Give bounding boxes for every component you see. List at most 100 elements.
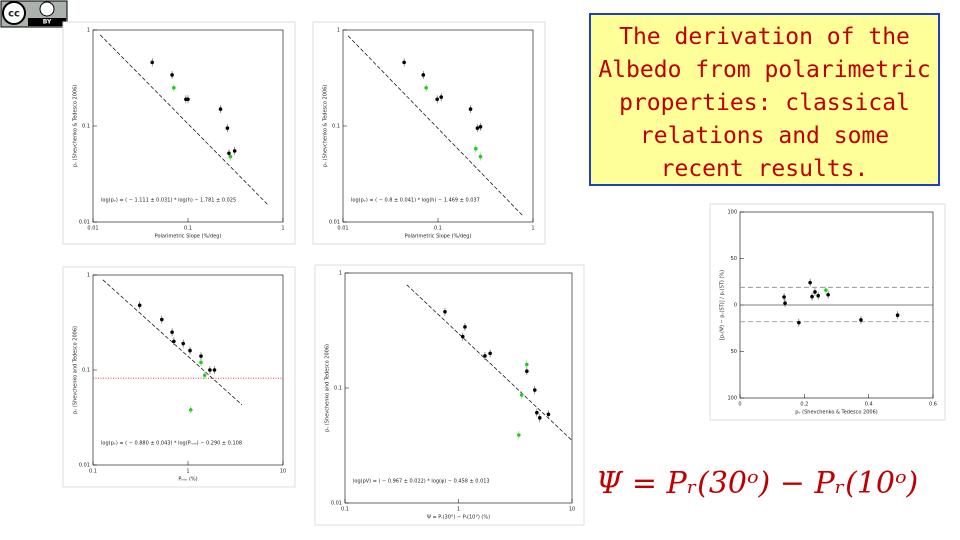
plot: 0.01 0.1 1 0.01 0.1 1 Polarimetric Slope (%/de…	[312, 21, 546, 245]
data-point	[199, 354, 203, 358]
y-tick-label: 1	[87, 273, 90, 279]
x-tick-label: 10	[280, 469, 286, 475]
formula: Ψ = Pᵣ(30ᵒ) − Pᵣ(10ᵒ)	[596, 466, 919, 501]
data-point	[532, 388, 537, 392]
x-axis-label: Ψ = Pᵣ(30°) − Pᵣ(10°) (%)	[427, 515, 490, 521]
data-point	[402, 60, 406, 65]
data-point	[478, 125, 483, 129]
data-point	[172, 85, 176, 90]
data-point	[186, 97, 190, 102]
x-axis-label: Pₘᵢₙ (%)	[178, 477, 197, 483]
y-axis-label: pᵥ (Shevchenko & Tedesco 2006)	[323, 85, 329, 167]
data-point	[421, 73, 426, 77]
data-point	[797, 320, 801, 325]
title-box: The derivation of the Albedo from polari…	[589, 13, 940, 186]
y-axis-label: [pᵥ(Ψ) − pᵥ(ST)] / pᵥ(ST) (%)	[720, 270, 726, 340]
data-point	[525, 369, 529, 373]
y-tick-label: 50	[731, 256, 737, 262]
cc-circle	[2, 1, 26, 25]
data-point	[137, 303, 142, 308]
data-point	[225, 126, 230, 130]
y-tick-label: 0.01	[329, 220, 340, 226]
data-point	[810, 294, 814, 299]
data-point	[535, 410, 539, 415]
data-point	[172, 339, 176, 344]
plot-frame	[344, 272, 573, 504]
plot-frame	[92, 29, 284, 223]
x-tick-label: 0.1	[341, 507, 349, 513]
x-axis-label: Polarimetric Slope (%/deg)	[405, 234, 472, 240]
data-point	[160, 317, 164, 322]
data-point	[227, 151, 231, 156]
data-point	[895, 313, 900, 318]
plot-frame	[92, 274, 284, 466]
x-tick-label: 1	[531, 226, 534, 232]
x-tick-label: 1	[457, 507, 460, 513]
y-tick-label: 0.1	[332, 124, 340, 130]
x-tick-label: 1	[281, 226, 284, 232]
fit-equation: log(pᵥ) = ( − 0.8 ± 0.041) * log(h) − 1.…	[351, 198, 480, 204]
data-point	[460, 334, 465, 339]
fit-equation: log(pᵥ) = ( − 1.111 ± 0.031) * log(h) − …	[101, 198, 236, 204]
data-point	[474, 146, 478, 151]
cc-text: cc	[8, 9, 20, 20]
x-axis-label: pᵥ (Shevchenko & Tedesco 2006)	[795, 410, 877, 416]
y-tick-label: 1	[337, 28, 340, 34]
y-tick-label: 0.1	[82, 368, 90, 374]
fit-equation: log(pᵥ) = ( − 0.880 ± 0.043) * log(Pₘᵢₙ)…	[101, 441, 242, 447]
plot: 0.01 0.1 1 0.01 0.1 1 Polarimetric Slope (%/de…	[62, 21, 296, 245]
data-point	[475, 126, 480, 130]
x-tick-label: 0.1	[184, 226, 192, 232]
y-tick-label: 0.1	[82, 124, 90, 130]
fit-line	[99, 34, 269, 206]
data-point	[824, 288, 828, 292]
y-tick-label: 1	[87, 28, 90, 34]
data-point	[199, 360, 203, 365]
fit-equation: log(pV) = ( − 0.967 ± 0.022) * log(ψ) − …	[353, 479, 490, 485]
data-point	[435, 97, 439, 102]
y-tick-label: 100	[727, 210, 737, 216]
data-point	[546, 412, 551, 417]
y-tick-label: 0.01	[79, 463, 90, 469]
y-tick-label: 0	[734, 303, 737, 309]
y-tick-label: 0.1	[334, 386, 342, 392]
data-point	[816, 293, 820, 298]
data-point	[188, 348, 192, 353]
y-axis-label: pᵥ (Shevchenko & Tedesco 2006)	[73, 85, 79, 167]
y-tick-label: 1	[339, 271, 342, 277]
by-text: BY	[43, 19, 52, 26]
x-tick-label: 0.6	[929, 402, 937, 408]
data-point	[188, 408, 193, 412]
data-point	[782, 295, 786, 299]
data-point	[150, 60, 155, 65]
data-point	[478, 154, 483, 159]
data-point	[202, 373, 207, 378]
x-tick-label: 0.2	[800, 402, 808, 408]
data-point	[519, 393, 524, 397]
by-icon	[39, 1, 55, 17]
data-point	[424, 85, 428, 90]
data-point	[525, 362, 529, 367]
x-tick-label: 10	[569, 507, 575, 513]
x-tick-label: 0	[738, 402, 741, 408]
y-tick-label: 50	[731, 349, 737, 355]
fit-line	[406, 284, 573, 441]
plot-frame	[342, 29, 534, 223]
x-tick-label: 0.1	[434, 226, 442, 232]
data-point	[808, 280, 812, 285]
license-badge: cc BY	[0, 0, 68, 28]
y-axis-label: pᵥ (Shevchenko and Tedesco 2006)	[325, 344, 331, 432]
plot: 0.1 1 100.010.11Ψ = Pᵣ(30°) − Pᵣ(10°) (%)p…	[314, 264, 585, 526]
data-point	[517, 433, 521, 437]
data-point	[170, 330, 174, 334]
x-tick-label: 0.1	[89, 469, 97, 475]
x-axis-label: Polarimetric Slope (%/deg)	[155, 234, 222, 240]
x-tick-label: 0.01	[87, 226, 98, 232]
data-point	[826, 292, 830, 297]
data-point	[208, 368, 212, 372]
x-tick-label: 1	[186, 469, 189, 475]
y-tick-label: 0.01	[331, 501, 342, 507]
